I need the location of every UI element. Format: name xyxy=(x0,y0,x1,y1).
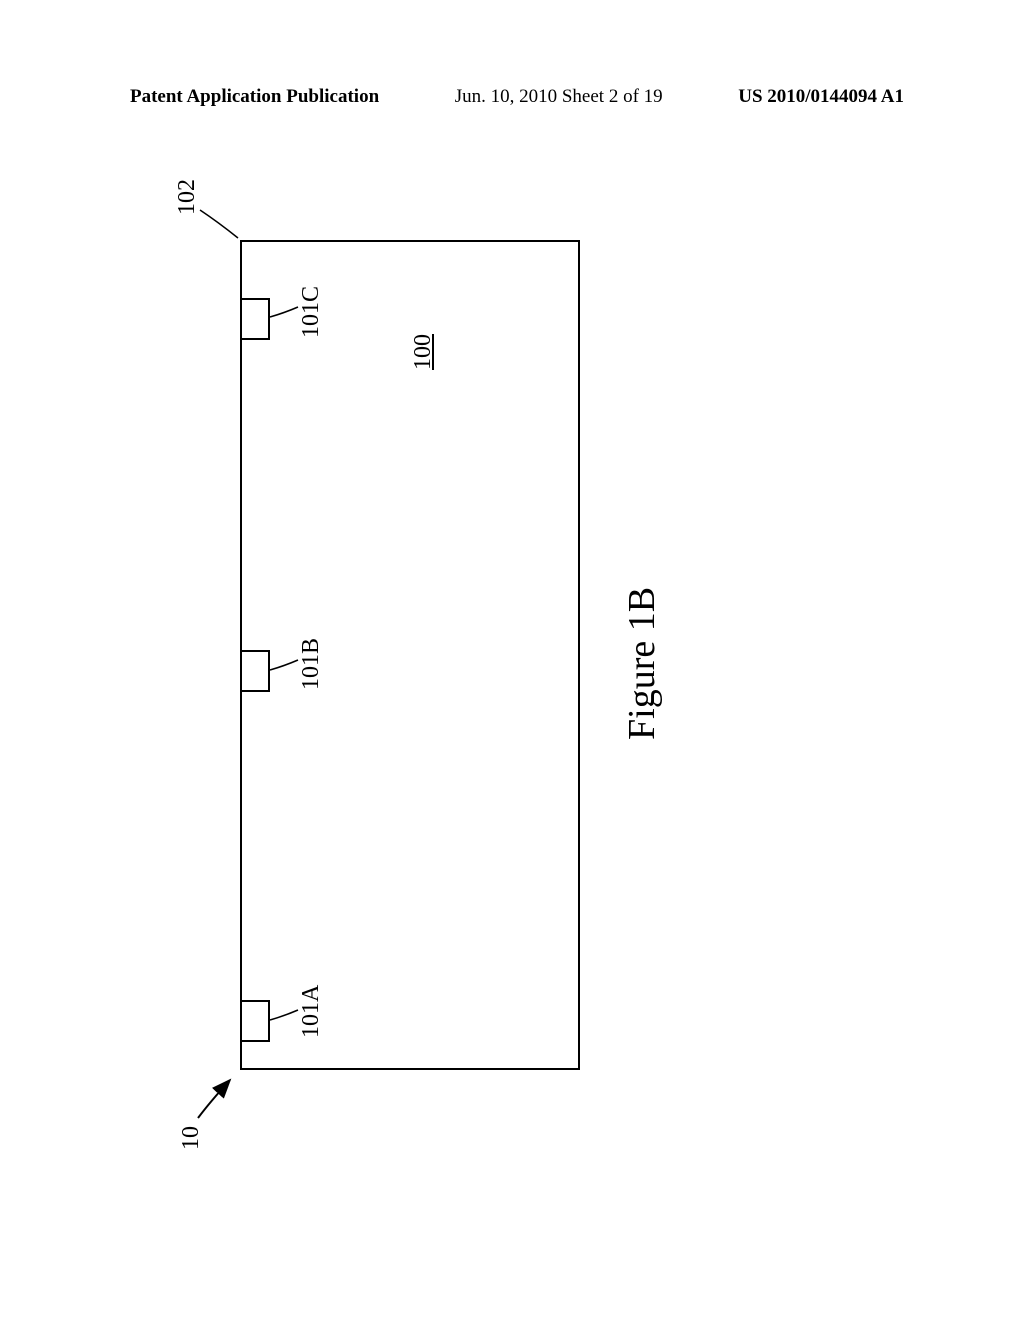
figure-caption: Figure 1B xyxy=(620,587,664,740)
figure-area: 10 102 101A 101B 101C 100 Figure 1B xyxy=(0,370,920,900)
page-header: Patent Application Publication Jun. 10, … xyxy=(0,86,1024,108)
page: Patent Application Publication Jun. 10, … xyxy=(0,0,1024,1320)
label-100: 100 xyxy=(410,334,437,370)
header-left: Patent Application Publication xyxy=(130,86,379,108)
label-101A: 101A xyxy=(298,985,325,1038)
label-102: 102 xyxy=(174,179,201,215)
header-right: US 2010/0144094 A1 xyxy=(738,86,904,108)
label-10: 10 xyxy=(178,1126,205,1150)
header-center: Jun. 10, 2010 Sheet 2 of 19 xyxy=(455,86,663,108)
label-101C: 101C xyxy=(298,286,325,338)
figure-inner: 10 102 101A 101B 101C 100 Figure 1B xyxy=(180,160,710,1110)
label-101B: 101B xyxy=(298,638,325,690)
